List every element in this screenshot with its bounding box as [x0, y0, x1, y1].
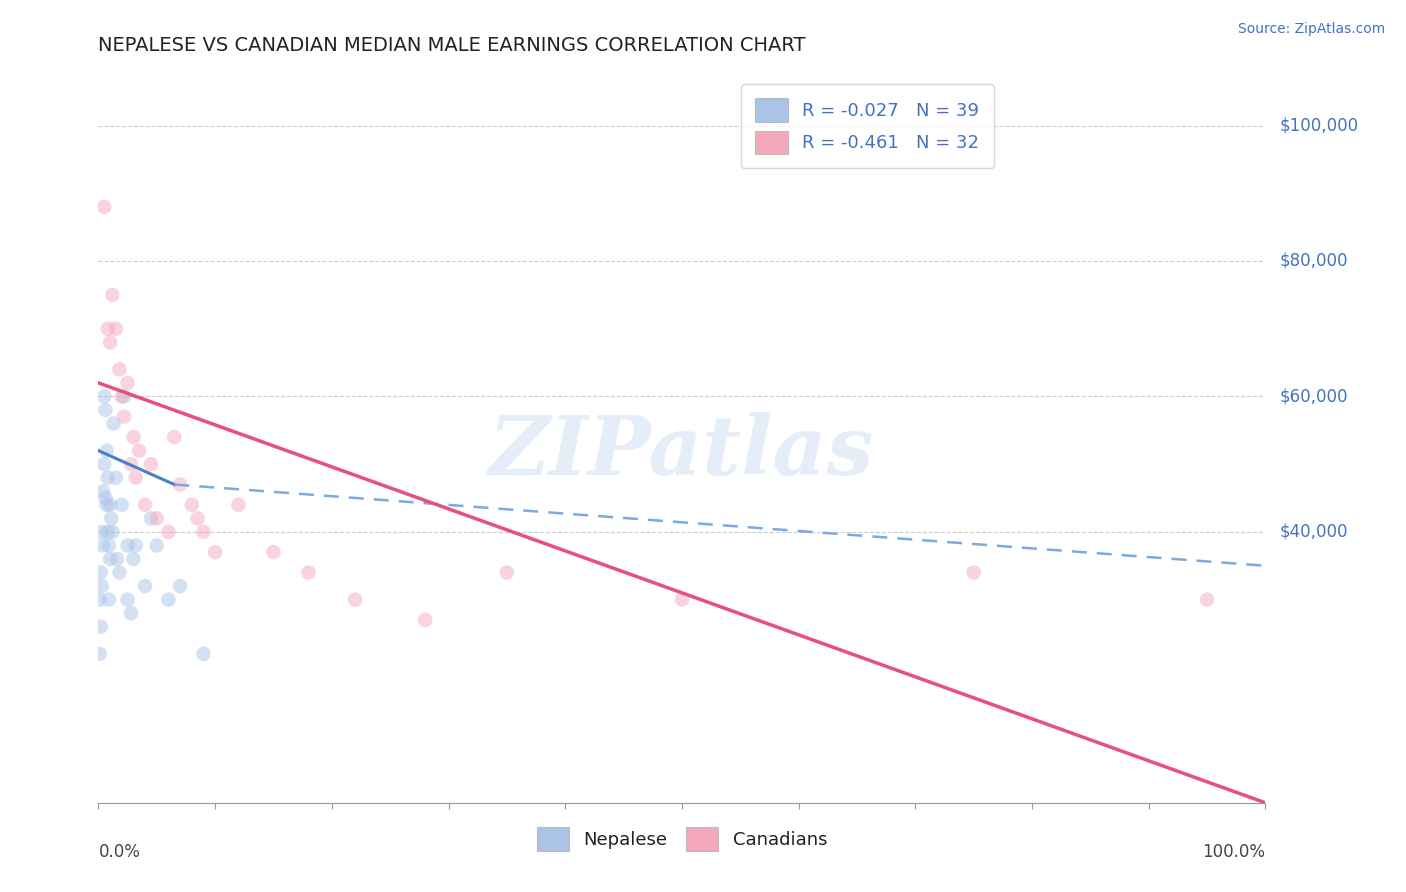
- Point: [98, 335, 121, 350]
- Point: [193, 647, 215, 661]
- Point: [105, 552, 128, 566]
- Point: [146, 511, 169, 525]
- Point: [104, 322, 127, 336]
- Point: [134, 579, 156, 593]
- Point: [297, 566, 319, 580]
- Text: $40,000: $40,000: [1279, 523, 1348, 541]
- Point: [163, 430, 186, 444]
- Text: Source: ZipAtlas.com: Source: ZipAtlas.com: [1237, 22, 1385, 37]
- Point: [91, 538, 114, 552]
- Point: [671, 592, 693, 607]
- Point: [90, 566, 112, 580]
- Point: [97, 322, 120, 336]
- Point: [96, 443, 118, 458]
- Point: [117, 538, 139, 552]
- Point: [120, 457, 142, 471]
- Text: ZIPatlas: ZIPatlas: [489, 412, 875, 491]
- Point: [125, 538, 148, 552]
- Point: [122, 430, 145, 444]
- Point: [128, 443, 150, 458]
- Text: NEPALESE VS CANADIAN MEDIAN MALE EARNINGS CORRELATION CHART: NEPALESE VS CANADIAN MEDIAN MALE EARNING…: [98, 36, 806, 54]
- Text: $80,000: $80,000: [1279, 252, 1348, 270]
- Point: [262, 545, 284, 559]
- Point: [90, 620, 112, 634]
- Point: [90, 579, 112, 593]
- Point: [108, 566, 131, 580]
- Point: [97, 538, 120, 552]
- Text: 100.0%: 100.0%: [1202, 843, 1265, 861]
- Text: $100,000: $100,000: [1279, 117, 1358, 135]
- Point: [91, 484, 114, 499]
- Point: [94, 491, 117, 505]
- Point: [97, 524, 120, 539]
- Point: [169, 579, 191, 593]
- Point: [111, 389, 134, 403]
- Point: [93, 457, 115, 471]
- Point: [120, 606, 142, 620]
- Point: [157, 592, 180, 607]
- Point: [97, 471, 120, 485]
- Point: [112, 409, 135, 424]
- Point: [101, 288, 124, 302]
- Point: [112, 389, 135, 403]
- Point: [117, 376, 139, 390]
- Point: [93, 389, 115, 403]
- Point: [146, 538, 169, 552]
- Point: [111, 498, 134, 512]
- Point: [100, 511, 122, 525]
- Point: [94, 403, 117, 417]
- Point: [122, 552, 145, 566]
- Point: [104, 471, 127, 485]
- Point: [101, 524, 124, 539]
- Point: [187, 511, 209, 525]
- Point: [98, 552, 121, 566]
- Text: 0.0%: 0.0%: [98, 843, 141, 861]
- Point: [117, 592, 139, 607]
- Point: [108, 362, 131, 376]
- Point: [134, 498, 156, 512]
- Point: [90, 524, 112, 539]
- Point: [98, 498, 121, 512]
- Legend: Nepalese, Canadians: Nepalese, Canadians: [527, 818, 837, 860]
- Point: [228, 498, 250, 512]
- Point: [962, 566, 984, 580]
- Point: [157, 524, 180, 539]
- Point: [1195, 592, 1218, 607]
- Point: [344, 592, 367, 607]
- Point: [180, 498, 202, 512]
- Point: [125, 471, 148, 485]
- Point: [193, 524, 215, 539]
- Point: [496, 566, 519, 580]
- Point: [169, 477, 191, 491]
- Point: [93, 200, 115, 214]
- Point: [413, 613, 436, 627]
- Point: [89, 647, 111, 661]
- Point: [96, 498, 118, 512]
- Point: [139, 457, 162, 471]
- Point: [103, 417, 125, 431]
- Point: [97, 592, 120, 607]
- Point: [139, 511, 162, 525]
- Point: [89, 592, 111, 607]
- Point: [204, 545, 226, 559]
- Text: $60,000: $60,000: [1279, 387, 1348, 406]
